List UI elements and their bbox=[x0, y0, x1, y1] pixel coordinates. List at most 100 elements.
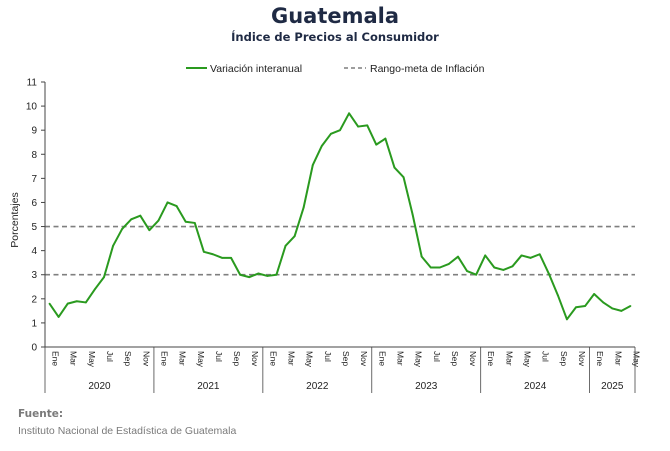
target-range-lines bbox=[45, 225, 635, 276]
chart-title: Guatemala bbox=[270, 4, 400, 28]
data-point bbox=[57, 315, 60, 318]
data-point bbox=[166, 201, 169, 204]
data-point bbox=[175, 205, 178, 207]
legend-target-label: Rango-meta de Inflación bbox=[370, 63, 485, 75]
data-point bbox=[402, 176, 405, 179]
data-point bbox=[556, 294, 559, 297]
data-point bbox=[466, 270, 468, 273]
chart-subtitle: Índice de Precios al Consumidor bbox=[231, 30, 439, 44]
series-line-variacion-interanual bbox=[48, 112, 631, 321]
x-month-label: Sep bbox=[450, 351, 460, 366]
x-month-label: Ene bbox=[595, 351, 605, 366]
data-point bbox=[438, 266, 441, 269]
data-point bbox=[357, 125, 360, 128]
data-point bbox=[330, 132, 332, 135]
x-month-label: Nov bbox=[250, 351, 260, 367]
data-point bbox=[611, 307, 614, 310]
data-point bbox=[620, 309, 623, 312]
x-month-label: May bbox=[631, 351, 641, 368]
legend-series-label: Variación interanual bbox=[210, 63, 302, 75]
y-axis-ticks: 0 1 2 3 4 5 6 7 8 9 10 11 bbox=[26, 78, 45, 354]
inflation-line-chart: Variación interanual Rango-meta de Infla… bbox=[9, 63, 641, 393]
data-point bbox=[112, 244, 114, 247]
y-tick-label: 4 bbox=[31, 246, 37, 257]
data-point bbox=[348, 112, 350, 115]
x-month-label: May bbox=[414, 351, 424, 368]
data-point bbox=[575, 306, 577, 309]
x-year-label: 2025 bbox=[601, 381, 624, 392]
x-month-label: Sep bbox=[123, 351, 133, 366]
data-point bbox=[384, 137, 387, 140]
x-month-label: Jul bbox=[105, 351, 115, 362]
data-point bbox=[475, 273, 478, 276]
data-point bbox=[75, 300, 78, 303]
data-point bbox=[320, 144, 323, 147]
data-point bbox=[602, 301, 605, 304]
x-month-label: Nov bbox=[468, 351, 478, 367]
source-label: Fuente: bbox=[18, 408, 64, 420]
x-month-label: Nov bbox=[359, 351, 369, 367]
data-point bbox=[629, 305, 632, 307]
x-month-label: Ene bbox=[159, 351, 169, 366]
y-tick-label: 2 bbox=[31, 294, 37, 305]
x-month-label: Ene bbox=[377, 351, 387, 366]
data-point bbox=[275, 273, 278, 276]
y-tick-label: 8 bbox=[31, 150, 37, 161]
data-point bbox=[239, 273, 242, 276]
x-month-label: Jul bbox=[323, 351, 333, 362]
y-tick-label: 7 bbox=[31, 174, 37, 185]
data-point bbox=[48, 302, 51, 305]
data-point bbox=[157, 219, 160, 222]
data-point bbox=[366, 124, 369, 127]
y-tick-label: 1 bbox=[31, 318, 37, 329]
data-point bbox=[593, 293, 596, 295]
y-axis-label: Porcentajes bbox=[9, 192, 21, 247]
data-point bbox=[502, 269, 505, 271]
data-point bbox=[420, 255, 423, 258]
y-tick-label: 0 bbox=[31, 343, 37, 354]
x-year-label: 2024 bbox=[524, 381, 547, 392]
x-month-label: May bbox=[523, 351, 533, 368]
data-point bbox=[393, 166, 396, 169]
data-point bbox=[339, 129, 341, 132]
data-point bbox=[538, 253, 541, 256]
x-month-label: Sep bbox=[341, 351, 351, 366]
x-month-label: Nov bbox=[141, 351, 151, 367]
data-point bbox=[66, 302, 69, 305]
x-axis-ticks: Ene Mar May Jul Sep Nov Ene Mar May Jul Sep Nov Ene M… bbox=[44, 347, 641, 393]
data-point bbox=[121, 228, 124, 230]
data-point bbox=[139, 214, 142, 217]
x-month-label: Jul bbox=[214, 351, 224, 362]
y-tick-label: 6 bbox=[31, 198, 37, 209]
x-year-label: 2021 bbox=[197, 381, 220, 392]
data-point bbox=[94, 288, 96, 291]
x-month-label: Nov bbox=[577, 351, 587, 367]
x-month-label: Mar bbox=[613, 351, 623, 366]
data-point bbox=[411, 213, 414, 216]
data-point bbox=[293, 235, 296, 238]
y-tick-label: 10 bbox=[26, 102, 38, 113]
data-point bbox=[511, 265, 514, 268]
data-point bbox=[448, 262, 450, 265]
data-point bbox=[202, 250, 205, 253]
x-month-label: Mar bbox=[504, 351, 514, 366]
data-point bbox=[221, 256, 223, 259]
data-point bbox=[212, 253, 214, 256]
y-tick-label: 9 bbox=[31, 126, 37, 137]
x-month-label: Ene bbox=[268, 351, 278, 366]
data-point bbox=[130, 218, 133, 221]
data-point bbox=[84, 301, 87, 304]
data-point bbox=[148, 229, 151, 232]
data-point bbox=[484, 254, 487, 257]
data-point bbox=[493, 266, 496, 269]
x-month-label: Ene bbox=[51, 351, 61, 366]
data-point bbox=[457, 255, 459, 258]
source-text: Instituto Nacional de Estadística de Gua… bbox=[18, 425, 237, 437]
legend: Variación interanual Rango-meta de Infla… bbox=[186, 63, 485, 75]
x-month-label: May bbox=[305, 351, 315, 368]
x-month-label: May bbox=[196, 351, 206, 368]
x-month-label: Mar bbox=[287, 351, 297, 366]
data-point bbox=[429, 266, 432, 269]
data-point bbox=[375, 143, 378, 146]
data-point bbox=[584, 305, 586, 307]
